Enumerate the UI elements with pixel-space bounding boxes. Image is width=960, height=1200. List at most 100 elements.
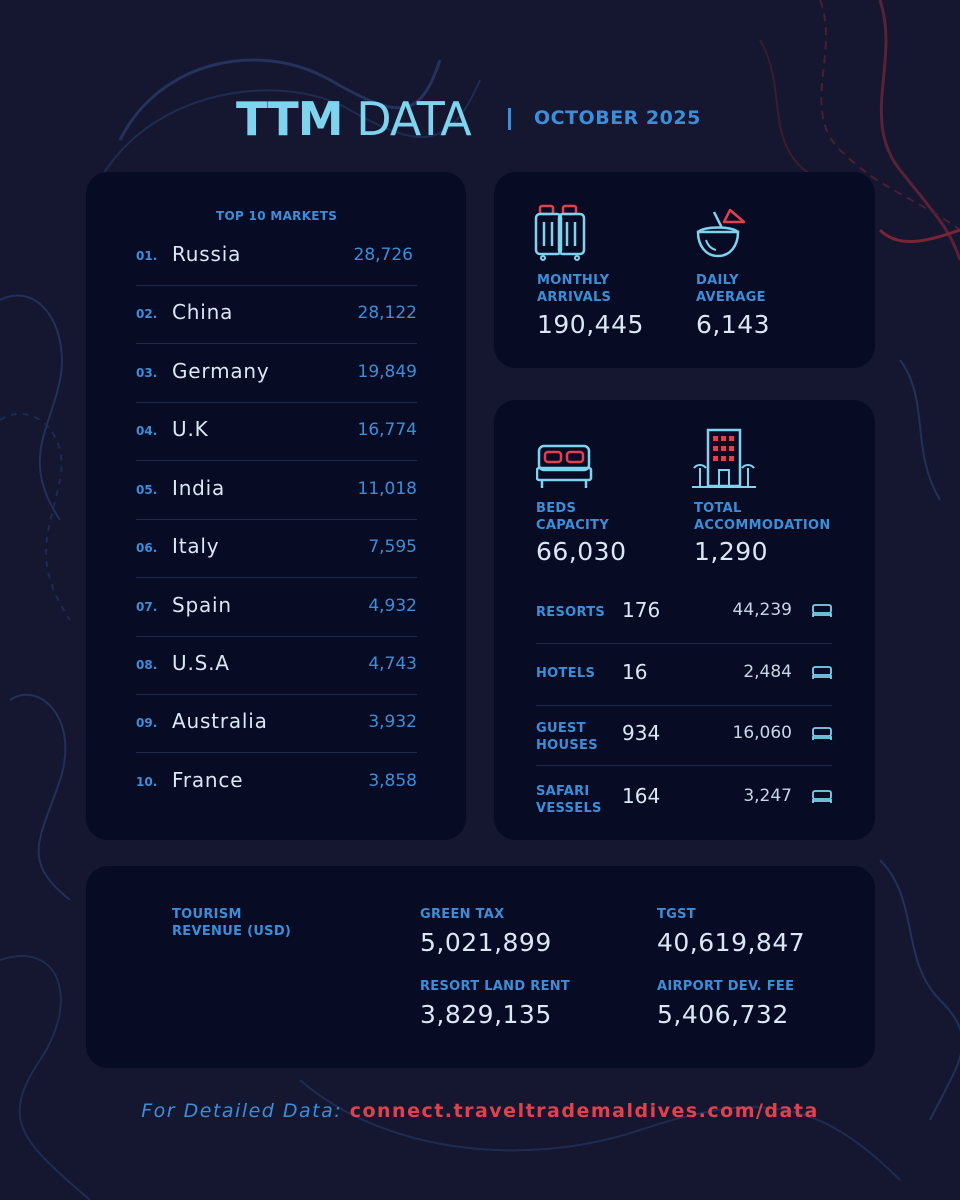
accommodation-category-line: VESSELS xyxy=(536,801,602,816)
accommodation-category: RESORTS xyxy=(536,604,616,621)
market-arrivals: 7,595 xyxy=(368,537,417,557)
market-rank: 04. xyxy=(136,424,158,438)
market-row: 10. France 3,858 xyxy=(136,754,417,812)
accommodation-beds: 2,484 xyxy=(743,662,792,682)
accommodation-row: HOTELS 16 2,484 xyxy=(536,644,832,706)
bed-icon xyxy=(812,666,832,679)
market-arrivals: 4,743 xyxy=(368,654,417,674)
monthly-arrivals-label-line: MONTHLY xyxy=(537,273,610,288)
accommodation-category-line: GUEST xyxy=(536,721,586,736)
market-country: U.K xyxy=(172,417,209,441)
header-divider xyxy=(508,108,511,130)
market-row: 07. Spain 4,932 xyxy=(136,579,417,637)
market-rank: 08. xyxy=(136,658,158,672)
bed-icon xyxy=(812,727,832,740)
total-accommodation-value: 1,290 xyxy=(694,537,769,566)
accommodation-card: BEDS CAPACITY 66,030 TOTAL ACCOMMODATION… xyxy=(494,400,875,840)
market-rank: 05. xyxy=(136,483,158,497)
total-accommodation-label-line: ACCOMMODATION xyxy=(694,518,831,533)
page-title: TTM DATA xyxy=(236,92,472,146)
bed-icon xyxy=(812,790,832,803)
footer-link[interactable]: connect.traveltrademaldives.com/data xyxy=(349,1100,819,1122)
market-arrivals: 19,849 xyxy=(357,362,417,382)
accommodation-count: 934 xyxy=(622,721,661,745)
top-markets-title: TOP 10 MARKETS xyxy=(216,209,338,223)
resort-land-rent-label: RESORT LAND RENT xyxy=(420,979,571,994)
market-country: Germany xyxy=(172,359,270,383)
bed-icon xyxy=(536,444,593,488)
accommodation-category-line: RESORTS xyxy=(536,605,606,620)
accommodation-beds: 3,247 xyxy=(743,786,792,806)
daily-average-value: 6,143 xyxy=(696,310,771,339)
hotel-building-icon xyxy=(692,428,756,488)
tgst-label: TGST xyxy=(657,907,696,922)
accommodation-category-line: HOTELS xyxy=(536,666,596,681)
market-row: 02. China 28,122 xyxy=(136,286,417,344)
accommodation-category: SAFARI VESSELS xyxy=(536,783,616,817)
daily-average-label-line: DAILY xyxy=(696,273,739,288)
accommodation-count: 16 xyxy=(622,660,648,684)
monthly-arrivals-label: MONTHLY ARRIVALS xyxy=(537,272,611,306)
footer: For Detailed Data: connect.traveltradema… xyxy=(0,1100,960,1122)
accommodation-category: GUEST HOUSES xyxy=(536,720,616,754)
coconut-drink-icon xyxy=(696,208,746,258)
accommodation-count: 164 xyxy=(622,784,661,808)
bed-icon xyxy=(812,604,832,617)
tourism-revenue-title: TOURISM REVENUE (USD) xyxy=(172,906,291,940)
tourism-revenue-title-line: REVENUE (USD) xyxy=(172,924,292,939)
accommodation-beds: 44,239 xyxy=(732,600,792,620)
market-rank: 09. xyxy=(136,716,158,730)
market-row: 08. U.S.A 4,743 xyxy=(136,637,417,695)
accommodation-row: SAFARI VESSELS 164 3,247 xyxy=(536,766,832,828)
monthly-arrivals-value: 190,445 xyxy=(537,310,644,339)
arrivals-card: MONTHLY ARRIVALS 190,445 DAILY AVERAGE 6… xyxy=(494,172,875,368)
market-row: 04. U.K 16,774 xyxy=(136,403,417,461)
market-country: China xyxy=(172,300,234,324)
market-rank: 01. xyxy=(136,249,158,263)
market-rank: 07. xyxy=(136,600,158,614)
market-country: Russia xyxy=(172,242,242,266)
market-country: Spain xyxy=(172,593,232,617)
accommodation-category: HOTELS xyxy=(536,665,616,682)
title-bold: TTM xyxy=(236,92,344,146)
market-country: France xyxy=(172,768,244,792)
accommodation-category-line: HOUSES xyxy=(536,738,598,753)
report-period: OCTOBER 2025 xyxy=(534,107,701,129)
daily-average-label: DAILY AVERAGE xyxy=(696,272,766,306)
market-arrivals: 28,726 xyxy=(353,245,413,265)
total-accommodation-label-line: TOTAL xyxy=(694,501,742,516)
market-row: 05. India 11,018 xyxy=(136,462,417,520)
tourism-revenue-title-line: TOURISM xyxy=(172,907,242,922)
airport-dev-fee-value: 5,406,732 xyxy=(657,1000,789,1029)
airport-dev-fee-label: AIRPORT DEV. FEE xyxy=(657,979,795,994)
green-tax-label: GREEN TAX xyxy=(420,907,505,922)
beds-capacity-label-line: BEDS xyxy=(536,501,577,516)
accommodation-category-line: SAFARI xyxy=(536,784,590,799)
top-markets-card: TOP 10 MARKETS 01. Russia 28,726 02. Chi… xyxy=(86,172,466,840)
total-accommodation-label: TOTAL ACCOMMODATION xyxy=(694,500,831,534)
market-row: 03. Germany 19,849 xyxy=(136,345,417,403)
resort-land-rent-value: 3,829,135 xyxy=(420,1000,552,1029)
accommodation-count: 176 xyxy=(622,598,661,622)
beds-capacity-label: BEDS CAPACITY xyxy=(536,500,609,534)
market-rank: 06. xyxy=(136,541,158,555)
tgst-value: 40,619,847 xyxy=(657,928,806,957)
market-arrivals: 11,018 xyxy=(357,479,417,499)
market-country: U.S.A xyxy=(172,651,230,675)
green-tax-value: 5,021,899 xyxy=(420,928,552,957)
accommodation-row: RESORTS 176 44,239 xyxy=(536,582,832,644)
market-rank: 02. xyxy=(136,307,158,321)
tourism-revenue-card: TOURISM REVENUE (USD) GREEN TAX 5,021,89… xyxy=(86,866,875,1068)
market-row: 06. Italy 7,595 xyxy=(136,520,417,578)
market-row: 09. Australia 3,932 xyxy=(136,695,417,753)
market-rank: 03. xyxy=(136,366,158,380)
market-arrivals: 28,122 xyxy=(357,303,417,323)
accommodation-row: GUEST HOUSES 934 16,060 xyxy=(536,704,832,766)
market-row: 01. Russia 28,726 xyxy=(136,228,417,286)
market-country: India xyxy=(172,476,226,500)
market-arrivals: 3,932 xyxy=(368,712,417,732)
title-light: DATA xyxy=(356,92,472,146)
accommodation-beds: 16,060 xyxy=(732,723,792,743)
header: TTM DATA OCTOBER 2025 xyxy=(0,92,960,152)
